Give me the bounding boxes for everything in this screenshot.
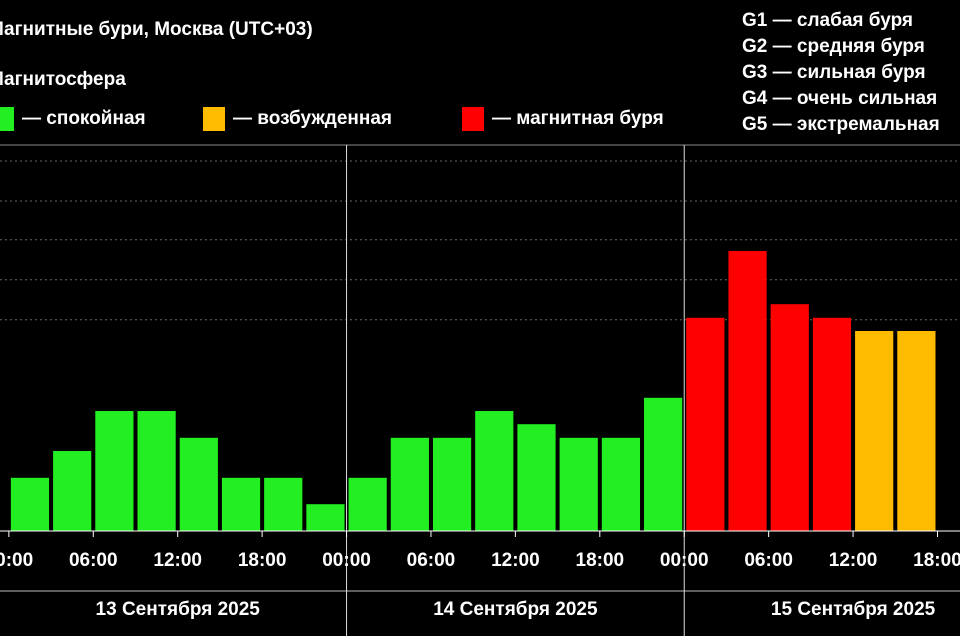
- bar: [897, 331, 936, 531]
- storm-scale-label: G5 — экстремальная: [742, 114, 940, 135]
- legend-label: — возбужденная: [233, 108, 392, 129]
- x-tick-label: 18:00: [913, 550, 960, 571]
- bar: [10, 477, 50, 531]
- bar: [348, 477, 387, 531]
- bar: [770, 304, 809, 531]
- day-label: 14 Сентября 2025: [433, 599, 598, 620]
- storm-scale-label: G4 — очень сильная: [742, 88, 937, 109]
- legend-swatch: [462, 107, 484, 131]
- x-tick-label: 00:00: [660, 550, 709, 571]
- storm-scale-label: G1 — слабая буря: [742, 10, 913, 31]
- bar: [728, 251, 767, 531]
- x-tick-label: 06:00: [744, 550, 793, 571]
- bar: [812, 317, 852, 531]
- x-tick-label: 00:00: [322, 550, 371, 571]
- x-tick-label: 18:00: [238, 550, 287, 571]
- legend-label: — магнитная буря: [492, 108, 664, 129]
- x-tick-label: 00:00: [0, 550, 33, 571]
- day-label: 13 Сентября 2025: [96, 599, 261, 620]
- bar: [137, 411, 176, 531]
- x-tick-label: 12:00: [153, 550, 202, 571]
- legend-label: — спокойная: [22, 108, 146, 129]
- x-tick-label: 06:00: [69, 550, 118, 571]
- bar: [517, 424, 556, 531]
- bar: [601, 437, 641, 531]
- x-tick-label: 18:00: [576, 550, 625, 571]
- storm-scale-label: G2 — средняя буря: [742, 36, 925, 57]
- bar: [264, 477, 303, 531]
- bar: [179, 437, 218, 531]
- x-tick-label: 12:00: [829, 550, 878, 571]
- day-label: 15 Сентября 2025: [771, 599, 936, 620]
- bar: [475, 411, 514, 531]
- bar: [855, 331, 894, 531]
- storm-scale-label: G3 — сильная буря: [742, 62, 926, 83]
- subtitle: Магнитосфера: [0, 69, 126, 90]
- chart-title: Магнитные бури, Москва (UTC+03): [0, 19, 313, 40]
- bar: [432, 437, 472, 531]
- legend-swatch: [203, 107, 225, 131]
- bar: [95, 411, 134, 531]
- x-tick-label: 06:00: [407, 550, 456, 571]
- legend-swatch: [0, 107, 14, 131]
- bar: [221, 477, 261, 531]
- bar: [306, 504, 345, 531]
- bar: [559, 437, 598, 531]
- x-tick-label: 12:00: [491, 550, 540, 571]
- bar: [644, 397, 683, 531]
- bar: [390, 437, 429, 531]
- bar: [686, 317, 725, 531]
- bar: [53, 451, 92, 531]
